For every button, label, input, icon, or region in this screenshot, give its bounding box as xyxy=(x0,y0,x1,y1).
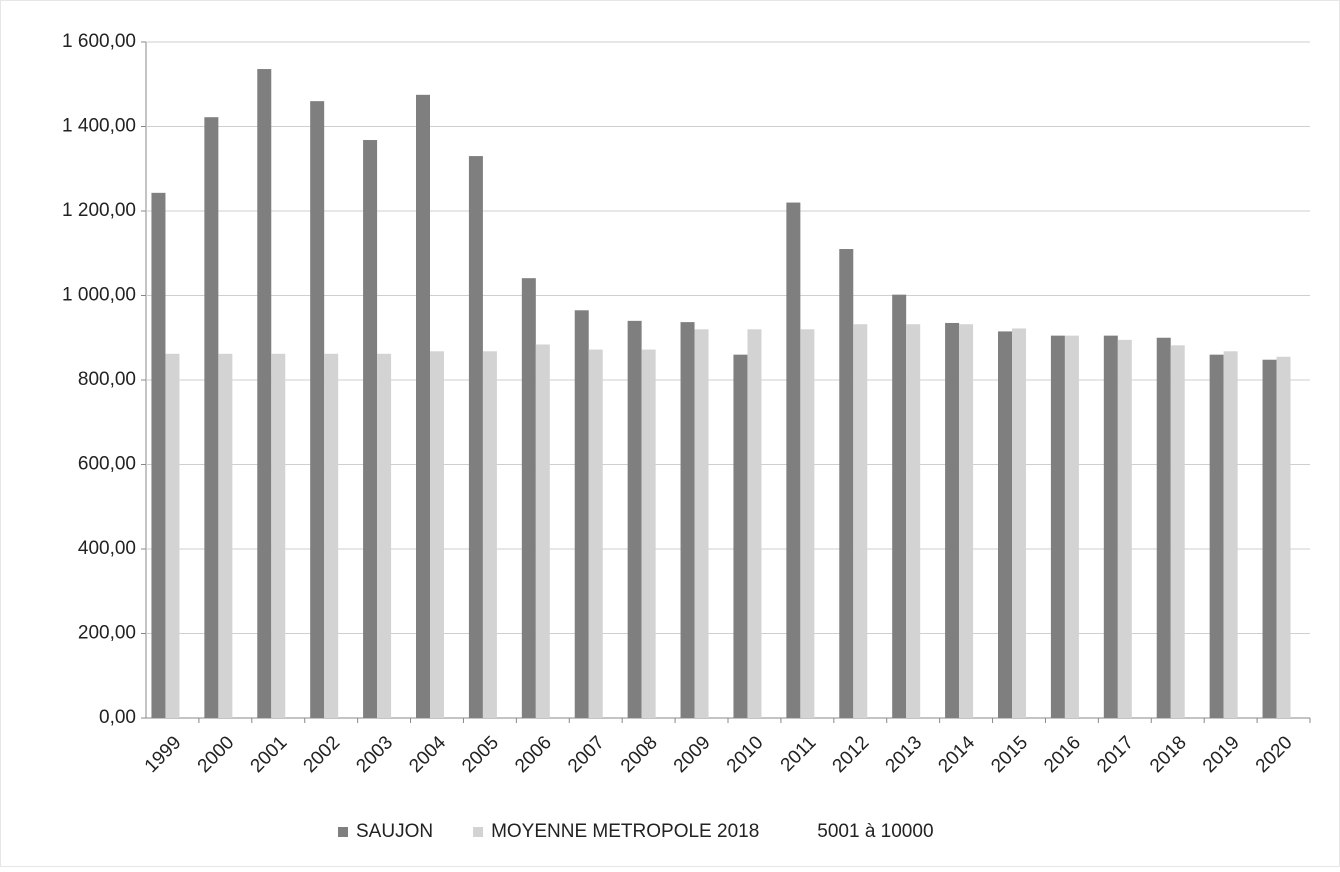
bar xyxy=(218,353,233,718)
bar xyxy=(574,310,589,718)
bar xyxy=(786,202,801,719)
bar xyxy=(839,249,854,718)
y-tick-label: 1 600,00 xyxy=(62,31,136,52)
y-tick-label: 400,00 xyxy=(78,538,136,559)
bar xyxy=(468,156,483,718)
bar xyxy=(482,351,497,718)
y-tick-label: 200,00 xyxy=(78,623,136,644)
legend-swatch xyxy=(338,827,348,837)
bar xyxy=(1064,335,1079,718)
bar xyxy=(363,140,378,718)
bar xyxy=(892,294,907,718)
bar xyxy=(1209,354,1224,718)
bar xyxy=(945,322,960,718)
legend-swatch xyxy=(799,827,810,837)
y-tick-label: 1 400,00 xyxy=(62,116,136,137)
bar xyxy=(521,278,536,718)
bar xyxy=(1262,359,1277,718)
bar xyxy=(257,69,272,719)
legend-label: SAUJON xyxy=(356,821,433,842)
bar xyxy=(694,329,709,718)
bar xyxy=(733,354,748,718)
bar xyxy=(165,353,180,718)
bar xyxy=(627,320,642,718)
bar xyxy=(151,192,166,718)
bar xyxy=(271,353,286,718)
bar xyxy=(641,349,656,718)
bar xyxy=(1170,345,1185,718)
bar xyxy=(377,353,392,718)
bar xyxy=(416,94,430,718)
bar xyxy=(1012,328,1026,718)
y-tick-label: 600,00 xyxy=(78,454,136,475)
bar xyxy=(906,324,921,718)
bar xyxy=(747,329,762,718)
legend-swatch xyxy=(473,827,484,837)
bar xyxy=(959,324,974,718)
bar xyxy=(1050,335,1065,718)
bar xyxy=(588,349,603,718)
y-tick-label: 1 000,00 xyxy=(62,285,136,306)
y-tick-label: 800,00 xyxy=(78,369,136,390)
y-tick-label: 1 200,00 xyxy=(62,200,136,221)
bar xyxy=(1103,335,1118,718)
bar xyxy=(430,351,444,718)
bar xyxy=(1223,351,1238,718)
bar xyxy=(1276,356,1291,718)
bar xyxy=(535,344,550,718)
bar xyxy=(204,117,219,718)
y-tick-label: 0,00 xyxy=(99,707,136,728)
bar xyxy=(853,324,868,718)
legend-label: 5001 à 10000 xyxy=(817,821,933,842)
bar xyxy=(310,101,325,718)
legend-label: MOYENNE METROPOLE 2018 xyxy=(491,821,759,842)
bar xyxy=(1117,339,1132,718)
bar xyxy=(998,331,1012,718)
bar xyxy=(680,322,695,718)
bar xyxy=(1156,337,1171,718)
bar xyxy=(324,353,339,718)
bar xyxy=(800,329,815,718)
